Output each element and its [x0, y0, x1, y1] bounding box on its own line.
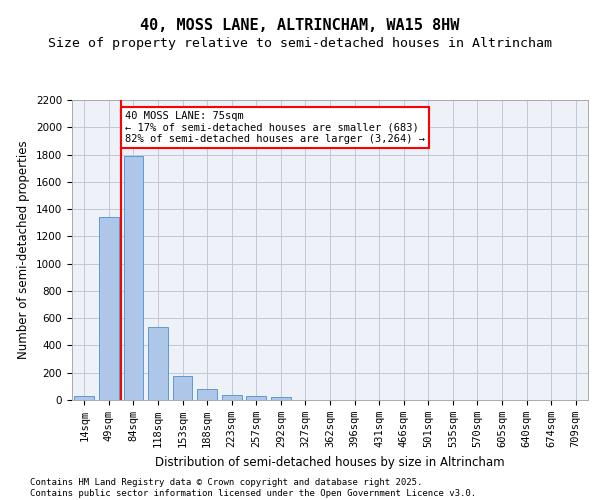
Bar — [173, 376, 193, 400]
Y-axis label: Number of semi-detached properties: Number of semi-detached properties — [17, 140, 31, 360]
Text: 40, MOSS LANE, ALTRINCHAM, WA15 8HW: 40, MOSS LANE, ALTRINCHAM, WA15 8HW — [140, 18, 460, 32]
Bar — [148, 327, 168, 400]
Bar — [247, 396, 266, 400]
Bar — [271, 398, 290, 400]
Bar — [74, 396, 94, 400]
Bar — [99, 218, 119, 400]
Bar — [197, 389, 217, 400]
Bar — [124, 156, 143, 400]
X-axis label: Distribution of semi-detached houses by size in Altrincham: Distribution of semi-detached houses by … — [155, 456, 505, 468]
Text: Size of property relative to semi-detached houses in Altrincham: Size of property relative to semi-detach… — [48, 37, 552, 50]
Bar — [222, 395, 242, 400]
Text: Contains HM Land Registry data © Crown copyright and database right 2025.
Contai: Contains HM Land Registry data © Crown c… — [30, 478, 476, 498]
Text: 40 MOSS LANE: 75sqm
← 17% of semi-detached houses are smaller (683)
82% of semi-: 40 MOSS LANE: 75sqm ← 17% of semi-detach… — [125, 111, 425, 144]
